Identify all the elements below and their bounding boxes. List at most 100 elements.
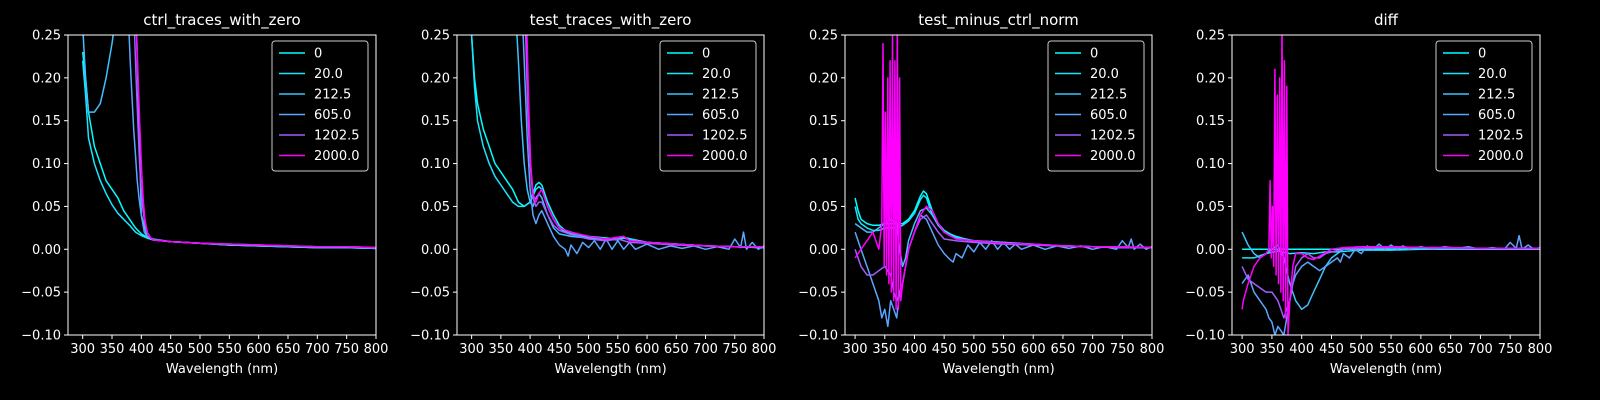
x-tick-label: 800 <box>364 342 389 357</box>
x-axis-label: Wavelength (nm) <box>1330 362 1442 377</box>
series-group <box>1241 35 1540 335</box>
series-group <box>854 35 1152 328</box>
x-tick-label: 450 <box>547 342 572 357</box>
series-line-2000-0 <box>526 35 764 248</box>
y-tick-label: 0.25 <box>32 29 61 44</box>
x-tick-label: 350 <box>1260 342 1285 357</box>
x-tick-label: 500 <box>188 342 213 357</box>
legend: 0 20.0 212.5 605.0 1202.5 2000.0 <box>271 40 369 172</box>
x-tick-label: 550 <box>991 342 1016 357</box>
legend-label: 20.0 <box>1478 67 1507 82</box>
series-group <box>81 35 376 250</box>
x-tick-label: 800 <box>1528 342 1553 357</box>
y-tick-label: 0.05 <box>421 200 450 215</box>
legend-label: 605.0 <box>702 108 739 123</box>
x-tick-label: 350 <box>872 342 897 357</box>
x-tick-label: 750 <box>1110 342 1135 357</box>
legend-label: 20.0 <box>1090 67 1119 82</box>
legend: 0 20.0 212.5 605.0 1202.5 2000.0 <box>659 40 757 172</box>
plot-frame <box>844 34 1153 336</box>
legend-label: 605.0 <box>1090 108 1127 123</box>
x-tick-label: 350 <box>100 342 125 357</box>
legend: 0 20.0 212.5 605.0 1202.5 2000.0 <box>1435 40 1533 172</box>
plot-frame <box>1231 34 1541 336</box>
x-tick-label: 650 <box>1051 342 1076 357</box>
y-tick-label: −0.05 <box>21 286 61 301</box>
legend-label: 212.5 <box>1478 88 1515 103</box>
x-tick-label: 750 <box>722 342 747 357</box>
x-tick-label: 550 <box>1379 342 1404 357</box>
series-line-2000-0 <box>854 35 1152 311</box>
y-tick-label: −0.10 <box>21 329 61 344</box>
x-tick-label: 600 <box>246 342 271 357</box>
x-tick-label: 650 <box>664 342 689 357</box>
x-tick-label: 500 <box>576 342 601 357</box>
series-line-212-5 <box>516 35 764 249</box>
y-tick-label: 0.15 <box>1196 114 1225 129</box>
legend-label: 1202.5 <box>702 129 748 144</box>
legend-label: 1202.5 <box>314 129 360 144</box>
x-tick-label: 650 <box>1438 342 1463 357</box>
legend-label: 20.0 <box>314 67 343 82</box>
x-tick-label: 500 <box>1349 342 1374 357</box>
y-tick-label: 0.10 <box>32 157 61 172</box>
series-line-1202-5 <box>524 35 764 248</box>
x-tick-label: 750 <box>1498 342 1523 357</box>
x-tick-label: 300 <box>1230 342 1255 357</box>
x-tick-label: 700 <box>693 342 718 357</box>
series-line-2000-0 <box>135 35 376 249</box>
x-axis-label: Wavelength (nm) <box>554 362 666 377</box>
legend-label: 1202.5 <box>1090 129 1136 144</box>
y-tick-label: 0.00 <box>809 243 838 258</box>
series-line-605-0 <box>522 35 764 257</box>
y-tick-label: 0.05 <box>1196 200 1225 215</box>
y-tick-label: 0.20 <box>809 71 838 86</box>
x-tick-label: 550 <box>217 342 242 357</box>
x-tick-label: 400 <box>1289 342 1314 357</box>
y-tick-label: 0.05 <box>809 200 838 215</box>
plot-frame <box>456 34 765 336</box>
y-tick-label: 0.10 <box>809 157 838 172</box>
y-tick-label: 0.00 <box>1196 243 1225 258</box>
chart-title: ctrl_traces_with_zero <box>143 11 300 30</box>
y-tick-label: −0.10 <box>410 329 450 344</box>
chart-title: test_traces_with_zero <box>530 11 692 30</box>
x-tick-label: 600 <box>1408 342 1433 357</box>
legend-label: 2000.0 <box>702 149 748 164</box>
x-tick-label: 450 <box>932 342 957 357</box>
legend-label: 212.5 <box>702 88 739 103</box>
y-tick-label: 0.15 <box>32 114 61 129</box>
y-tick-label: 0.15 <box>421 114 450 129</box>
legend-label: 212.5 <box>314 88 351 103</box>
x-tick-label: 400 <box>129 342 154 357</box>
x-tick-label: 500 <box>961 342 986 357</box>
chart-panel-3: 300 350 400 450 500 550 600 650 700 750 800 −0.10 −0… <box>798 11 1164 377</box>
x-tick-label: 400 <box>902 342 927 357</box>
x-tick-label: 700 <box>1468 342 1493 357</box>
y-tick-label: −0.05 <box>1185 286 1225 301</box>
y-tick-label: 0.15 <box>809 114 838 129</box>
x-tick-label: 800 <box>1140 342 1165 357</box>
series-group <box>470 35 764 257</box>
y-tick-label: 0.25 <box>809 29 838 44</box>
legend-label: 2000.0 <box>1090 149 1136 164</box>
x-tick-label: 650 <box>276 342 301 357</box>
y-tick-label: 0.20 <box>32 71 61 86</box>
y-tick-label: 0.00 <box>421 243 450 258</box>
y-tick-label: −0.10 <box>1185 329 1225 344</box>
chart-panel-2: 300 350 400 450 500 550 600 650 700 750 800 −0.10 −0… <box>410 11 776 377</box>
legend-label: 212.5 <box>1090 88 1127 103</box>
legend-label: 0 <box>314 47 322 62</box>
y-tick-label: 0.05 <box>32 200 61 215</box>
x-tick-label: 300 <box>459 342 484 357</box>
y-tick-label: −0.10 <box>798 329 838 344</box>
legend-label: 0 <box>1478 47 1486 62</box>
legend-label: 2000.0 <box>314 149 360 164</box>
chart-panel-1: 300 350 400 450 500 550 600 650 700 750 800 −0.10 −0… <box>21 11 389 377</box>
legend-label: 605.0 <box>1478 108 1515 123</box>
legend-label: 1202.5 <box>1478 129 1524 144</box>
y-tick-label: 0.25 <box>421 29 450 44</box>
chart-panel-4: 300 350 400 450 500 550 600 650 700 750 800 −0.10 −0… <box>1185 11 1552 377</box>
